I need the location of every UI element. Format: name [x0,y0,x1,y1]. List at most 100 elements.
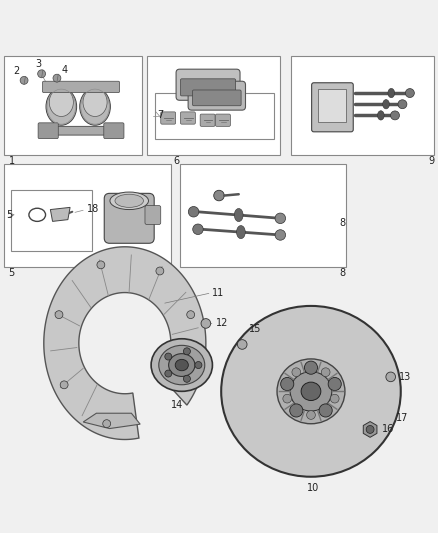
Text: 15: 15 [249,324,261,334]
FancyBboxPatch shape [180,79,236,96]
Polygon shape [83,413,140,429]
Circle shape [156,267,164,275]
Text: 2: 2 [14,67,20,76]
Polygon shape [42,126,120,135]
Circle shape [292,368,300,377]
Ellipse shape [277,359,345,424]
Polygon shape [44,247,206,440]
Ellipse shape [237,225,245,239]
FancyBboxPatch shape [200,114,215,126]
Ellipse shape [221,306,401,477]
Circle shape [386,372,396,382]
Circle shape [38,70,46,78]
Text: 8: 8 [339,217,345,228]
Bar [11,190,92,251]
Circle shape [330,394,339,403]
Text: 1: 1 [9,156,15,166]
Bar [4,56,142,155]
Ellipse shape [110,192,148,209]
Text: 5: 5 [7,210,13,220]
Circle shape [283,394,292,403]
Circle shape [319,404,332,417]
Ellipse shape [175,359,188,371]
Ellipse shape [80,88,110,125]
Text: 5: 5 [8,268,14,278]
Circle shape [184,375,191,382]
Circle shape [195,361,202,368]
Text: 9: 9 [428,156,434,166]
Ellipse shape [115,194,143,207]
FancyBboxPatch shape [104,193,154,243]
Text: 12: 12 [215,318,228,328]
Bar [318,88,346,122]
FancyBboxPatch shape [215,114,230,126]
Circle shape [281,377,294,391]
Circle shape [290,404,303,417]
Ellipse shape [83,88,107,117]
Circle shape [20,76,28,84]
FancyBboxPatch shape [193,90,241,106]
Text: 17: 17 [396,414,408,424]
Text: 13: 13 [399,372,411,382]
Bar [4,164,171,266]
Ellipse shape [159,345,205,385]
Circle shape [307,410,315,419]
Circle shape [184,348,191,355]
Circle shape [237,340,247,349]
Polygon shape [363,422,377,437]
Circle shape [187,311,194,319]
Text: 4: 4 [62,65,68,75]
Ellipse shape [388,88,395,98]
Ellipse shape [378,111,384,120]
Bar [147,56,280,155]
Text: 8: 8 [339,268,346,278]
Text: 6: 6 [173,156,179,166]
FancyBboxPatch shape [311,83,353,132]
Circle shape [275,230,286,240]
Text: 16: 16 [381,424,394,434]
Circle shape [321,368,330,377]
Circle shape [214,190,224,201]
Bar [180,164,346,266]
Ellipse shape [49,88,74,117]
FancyBboxPatch shape [42,81,120,93]
Bar [155,93,274,140]
Circle shape [165,370,172,377]
Ellipse shape [301,382,321,400]
FancyBboxPatch shape [104,123,124,139]
Circle shape [53,74,61,82]
Circle shape [60,381,68,389]
Circle shape [304,361,318,374]
Text: 7: 7 [157,110,163,120]
Circle shape [188,206,199,217]
Text: 11: 11 [212,288,225,298]
Ellipse shape [46,88,77,125]
FancyBboxPatch shape [176,69,240,100]
Text: 14: 14 [171,400,184,410]
Circle shape [406,88,414,98]
FancyBboxPatch shape [38,123,58,139]
Circle shape [165,353,172,360]
Circle shape [391,111,399,120]
Ellipse shape [169,354,195,376]
Ellipse shape [290,372,332,411]
FancyBboxPatch shape [145,206,161,224]
Circle shape [201,319,211,328]
Bar [291,56,434,155]
Text: 3: 3 [35,59,42,69]
FancyBboxPatch shape [188,81,245,110]
Circle shape [366,425,374,433]
Ellipse shape [234,208,243,222]
FancyBboxPatch shape [180,112,195,124]
Ellipse shape [151,339,212,391]
Circle shape [193,224,203,235]
Circle shape [398,100,407,109]
FancyBboxPatch shape [161,112,176,124]
Circle shape [97,261,105,269]
Circle shape [275,213,286,223]
Polygon shape [50,207,70,221]
Circle shape [328,377,341,391]
Text: 10: 10 [307,483,319,494]
Circle shape [55,311,63,319]
Text: 18: 18 [87,204,99,214]
